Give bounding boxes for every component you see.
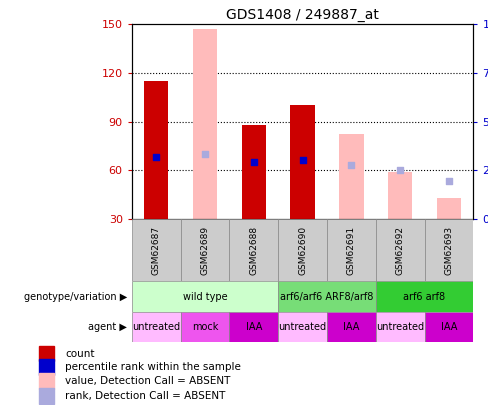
Bar	[278, 281, 376, 312]
Text: agent ▶: agent ▶	[88, 322, 127, 332]
Point	[250, 159, 258, 165]
Text: untreated: untreated	[132, 322, 180, 332]
Point	[396, 167, 404, 173]
Point	[299, 157, 306, 164]
Title: GDS1408 / 249887_at: GDS1408 / 249887_at	[226, 8, 379, 22]
Text: arf6/arf6 ARF8/arf8: arf6/arf6 ARF8/arf8	[280, 292, 374, 302]
Bar	[278, 219, 327, 281]
Bar	[132, 281, 278, 312]
Text: GSM62691: GSM62691	[347, 226, 356, 275]
Bar	[242, 125, 266, 219]
Text: IAA: IAA	[343, 322, 360, 332]
Text: GSM62688: GSM62688	[249, 226, 258, 275]
Text: percentile rank within the sample: percentile rank within the sample	[65, 362, 241, 372]
Text: IAA: IAA	[245, 322, 262, 332]
Text: count: count	[65, 349, 95, 358]
Text: GSM62689: GSM62689	[201, 226, 209, 275]
Bar	[278, 312, 327, 342]
Bar	[327, 219, 376, 281]
Bar	[425, 219, 473, 281]
Text: arf6 arf8: arf6 arf8	[404, 292, 446, 302]
Bar	[39, 346, 54, 361]
Text: GSM62687: GSM62687	[152, 226, 161, 275]
Bar	[144, 81, 168, 219]
Bar	[376, 281, 473, 312]
Text: GSM62692: GSM62692	[396, 226, 405, 275]
Point	[152, 154, 160, 160]
Bar	[425, 312, 473, 342]
Text: mock: mock	[192, 322, 218, 332]
Bar	[39, 360, 54, 375]
Text: genotype/variation ▶: genotype/variation ▶	[23, 292, 127, 302]
Text: wild type: wild type	[183, 292, 227, 302]
Bar	[39, 373, 54, 389]
Bar	[229, 312, 278, 342]
Text: IAA: IAA	[441, 322, 457, 332]
Text: untreated: untreated	[279, 322, 326, 332]
Bar	[339, 134, 364, 219]
Bar	[229, 219, 278, 281]
Bar	[181, 219, 229, 281]
Text: GSM62690: GSM62690	[298, 226, 307, 275]
Bar	[39, 388, 54, 404]
Text: GSM62693: GSM62693	[445, 226, 453, 275]
Text: untreated: untreated	[376, 322, 424, 332]
Bar	[181, 312, 229, 342]
Bar	[376, 312, 425, 342]
Point	[347, 162, 355, 168]
Text: value, Detection Call = ABSENT: value, Detection Call = ABSENT	[65, 376, 231, 386]
Bar	[290, 105, 315, 219]
Point	[445, 178, 453, 185]
Bar	[388, 172, 412, 219]
Text: rank, Detection Call = ABSENT: rank, Detection Call = ABSENT	[65, 391, 225, 401]
Bar	[376, 219, 425, 281]
Bar	[132, 219, 181, 281]
Bar	[132, 312, 181, 342]
Point	[201, 151, 209, 157]
Bar	[327, 312, 376, 342]
Bar	[193, 29, 217, 219]
Bar	[437, 198, 461, 219]
